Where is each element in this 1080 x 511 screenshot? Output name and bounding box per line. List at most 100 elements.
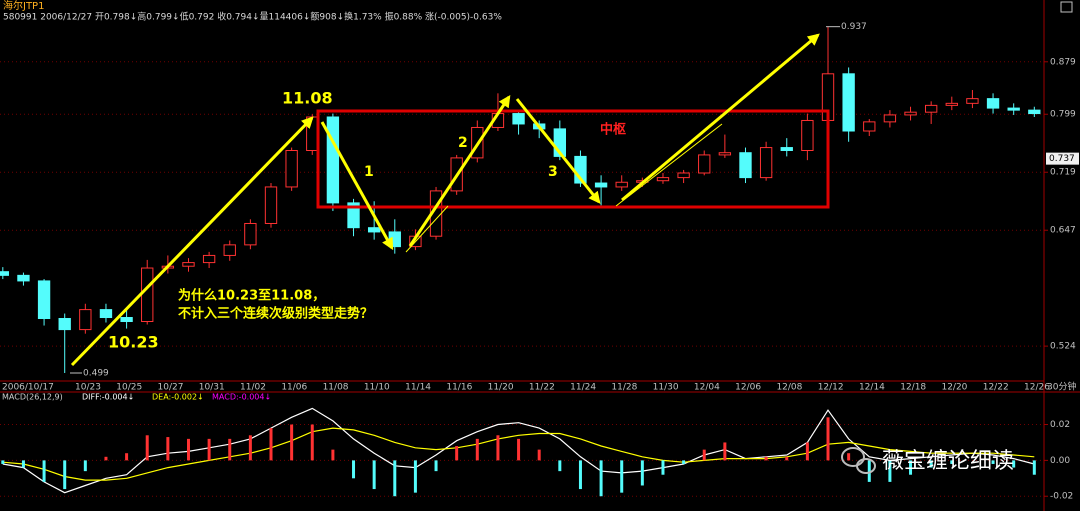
macd-pane: 0.02 0.00 -0.02 MACD(26,12,9) DIFF:-0.004↓ DE…: [0, 393, 1073, 502]
candle-body: [759, 147, 773, 179]
x-tick-label: 12/14: [859, 383, 885, 393]
arrow: [70, 116, 314, 367]
quote-info: 580991 2006/12/27 开0.798↓高0.799↓低0.792 收…: [3, 11, 502, 23]
candle-body: [945, 102, 958, 106]
candle-body: [326, 116, 340, 204]
question-line: 为什么10.23至11.08，: [178, 288, 325, 304]
x-tick-label: 12/04: [694, 383, 720, 393]
y-tick-label: 0.719: [1050, 168, 1076, 178]
candle-body: [0, 271, 9, 276]
watermark: 薇宝缠论细读: [841, 447, 1014, 474]
x-tick-label: 11/02: [240, 383, 266, 393]
candle-body: [863, 121, 876, 132]
x-tick-label: 12/08: [776, 383, 802, 393]
wechat-icon: [856, 458, 876, 474]
y-tick-label: -0.02: [1050, 492, 1073, 502]
x-tick-label: 2006/10/17: [2, 383, 54, 393]
x-tick-label: 10/23: [75, 383, 101, 393]
candle-body: [966, 98, 979, 104]
y-tick-label: 0.879: [1050, 57, 1076, 67]
x-tick-label: 11/16: [446, 383, 472, 393]
x-tick-label: 12/06: [735, 383, 761, 393]
candle-body: [37, 280, 51, 320]
x-tick-label: 12/26: [1024, 383, 1050, 393]
x-tick-label: 11/08: [323, 383, 349, 393]
macd-line: [2, 427, 1035, 481]
candle-body: [202, 254, 216, 264]
window-button[interactable]: [1060, 1, 1073, 13]
candle-body: [677, 172, 690, 179]
zhongshu-box: [316, 109, 830, 209]
x-tick-label: 10/27: [158, 383, 184, 393]
last-price-label: 0.737: [1049, 154, 1075, 164]
candle-body: [780, 147, 793, 151]
leg-label: 2: [458, 135, 468, 151]
candle-body: [986, 98, 1000, 109]
x-tick-label: 11/28: [611, 383, 637, 393]
period-label: 30分钟: [1047, 381, 1076, 393]
low-date-label: 10.23: [108, 333, 159, 352]
x-tick-label: 11/14: [405, 383, 431, 393]
leg-label: 3: [548, 164, 558, 180]
candle-body: [223, 244, 236, 256]
candle-body: [594, 182, 608, 188]
peak-label: 0.937: [841, 22, 867, 32]
candle-body: [739, 152, 752, 179]
trend-lines: [405, 123, 723, 253]
candle-body: [120, 317, 133, 323]
x-tick-label: 12/22: [983, 383, 1009, 393]
arrow: [515, 98, 601, 204]
candle-body: [718, 152, 732, 156]
candle-body: [79, 309, 92, 331]
candle-body: [17, 274, 30, 282]
candle-body: [141, 267, 154, 323]
candle-body: [512, 113, 525, 125]
x-tick-label: 11/20: [488, 383, 514, 393]
legend-entry: DEA:-0.002↓: [152, 393, 204, 402]
candle-body: [347, 202, 360, 229]
thin-line: [405, 205, 449, 253]
y-tick-label: 0.647: [1050, 226, 1076, 236]
candle-body: [264, 186, 278, 224]
arrow: [621, 33, 820, 202]
candle-body: [58, 318, 71, 331]
candle-body: [1028, 109, 1041, 115]
trend-arrows: [70, 33, 820, 367]
legend-entry: MACD:-0.004↓: [212, 393, 271, 402]
low-label: 0.499: [83, 368, 109, 378]
x-tick-label: 11/22: [529, 383, 555, 393]
arrow: [408, 95, 511, 247]
candle-body: [285, 149, 298, 188]
x-tick-label: 12/18: [900, 383, 926, 393]
arrow: [320, 121, 394, 251]
y-tick-label: 0.00: [1050, 456, 1070, 466]
y-tick-label: 0.02: [1050, 420, 1070, 430]
candle-body: [924, 104, 938, 113]
candle-body: [367, 227, 381, 233]
zhongshu-label: 中枢: [600, 122, 626, 138]
candle-body: [182, 262, 195, 267]
x-tick-label: 10/31: [199, 383, 225, 393]
y-tick-label: 0.799: [1050, 110, 1076, 120]
candle-body: [1007, 107, 1020, 111]
question-line: 不计入三个连续次级别类型走势？: [178, 306, 373, 322]
candle-body: [698, 154, 711, 174]
candle-body: [615, 181, 628, 188]
candle-body: [842, 73, 855, 132]
leg-label: 1: [364, 164, 374, 180]
candle-body: [801, 119, 814, 151]
legend-entry: DIFF:-0.004↓: [82, 393, 134, 402]
candle-body: [553, 128, 566, 157]
candle-body: [656, 177, 670, 182]
x-tick-label: 12/20: [941, 383, 967, 393]
macd-title: MACD(26,12,9): [2, 393, 63, 402]
y-tick-label: 0.524: [1050, 342, 1076, 352]
candle-body: [904, 111, 917, 116]
x-tick-label: 11/30: [653, 383, 679, 393]
annotations: 11.08 10.23 1 2 3 为什么10.23至11.08， 不计入三个连…: [108, 89, 558, 352]
last-price-box: [1046, 152, 1079, 165]
candle-body: [99, 309, 113, 319]
x-tick-label: 11/24: [570, 383, 596, 393]
